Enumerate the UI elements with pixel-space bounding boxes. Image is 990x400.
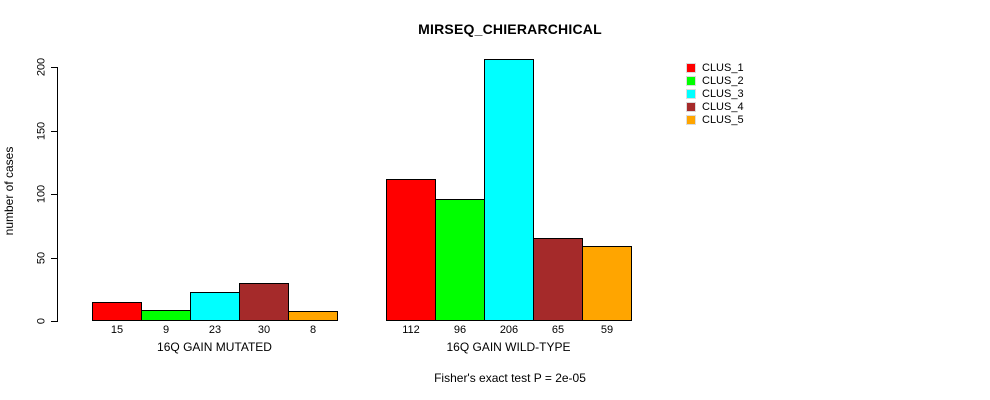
y-axis-tick-label: 0 — [35, 317, 48, 325]
legend-label: CLUS_2 — [702, 75, 744, 87]
category-label: 16Q GAIN WILD-TYPE — [446, 340, 571, 354]
bar-CLUS_3 — [484, 59, 534, 321]
y-axis-tick-label: 150 — [35, 121, 48, 141]
legend: CLUS_1 CLUS_2 CLUS_3 CLUS_4 CLUS_5 — [686, 63, 744, 128]
bar-CLUS_1 — [386, 179, 436, 321]
bar-value-label: 206 — [499, 324, 519, 336]
legend-label: CLUS_4 — [702, 101, 744, 113]
y-axis-tick — [51, 194, 57, 195]
legend-swatch-CLUS_3 — [686, 89, 696, 99]
legend-swatch-CLUS_1 — [686, 63, 696, 73]
legend-swatch-CLUS_4 — [686, 102, 696, 112]
bar-CLUS_5 — [582, 246, 632, 321]
legend-entry-CLUS_3: CLUS_3 — [686, 88, 744, 100]
bar-value-label: 23 — [208, 324, 222, 336]
bar-value-label: 30 — [257, 324, 271, 336]
bar-value-label: 96 — [453, 324, 467, 336]
bar-CLUS_4 — [239, 283, 289, 321]
legend-entry-CLUS_1: CLUS_1 — [686, 62, 744, 74]
bar-CLUS_2 — [435, 199, 485, 321]
legend-swatch-CLUS_5 — [686, 115, 696, 125]
bar-value-label: 59 — [600, 324, 614, 336]
bar-value-label: 9 — [162, 324, 170, 336]
legend-label: CLUS_1 — [702, 62, 744, 74]
y-axis-tick-label: 200 — [35, 57, 48, 77]
category-label: 16Q GAIN MUTATED — [157, 340, 272, 354]
y-axis-tick — [51, 67, 57, 68]
legend-entry-CLUS_4: CLUS_4 — [686, 101, 744, 113]
y-axis-line — [57, 67, 58, 322]
legend-label: CLUS_3 — [702, 88, 744, 100]
bar-CLUS_4 — [533, 238, 583, 321]
y-axis-tick-label: 50 — [35, 251, 48, 265]
legend-entry-CLUS_2: CLUS_2 — [686, 75, 744, 87]
legend-label: CLUS_5 — [702, 114, 744, 126]
fisher-test-note: Fisher's exact test P = 2e-05 — [434, 371, 586, 385]
y-axis-tick — [51, 258, 57, 259]
y-axis-tick — [51, 321, 57, 322]
bar-value-label: 15 — [110, 324, 124, 336]
bar-CLUS_1 — [92, 302, 142, 321]
bar-value-label: 65 — [551, 324, 565, 336]
legend-swatch-CLUS_2 — [686, 76, 696, 86]
chart-title: MIRSEQ_CHIERARCHICAL — [418, 21, 602, 37]
legend-entry-CLUS_5: CLUS_5 — [686, 114, 744, 126]
y-axis-tick-label: 100 — [35, 184, 48, 204]
y-axis-tick — [51, 131, 57, 132]
bar-value-label: 112 — [402, 324, 420, 336]
bar-CLUS_2 — [141, 310, 191, 321]
bar-CLUS_5 — [288, 311, 338, 321]
bar-CLUS_3 — [190, 292, 240, 321]
bar-value-label: 8 — [309, 324, 317, 336]
